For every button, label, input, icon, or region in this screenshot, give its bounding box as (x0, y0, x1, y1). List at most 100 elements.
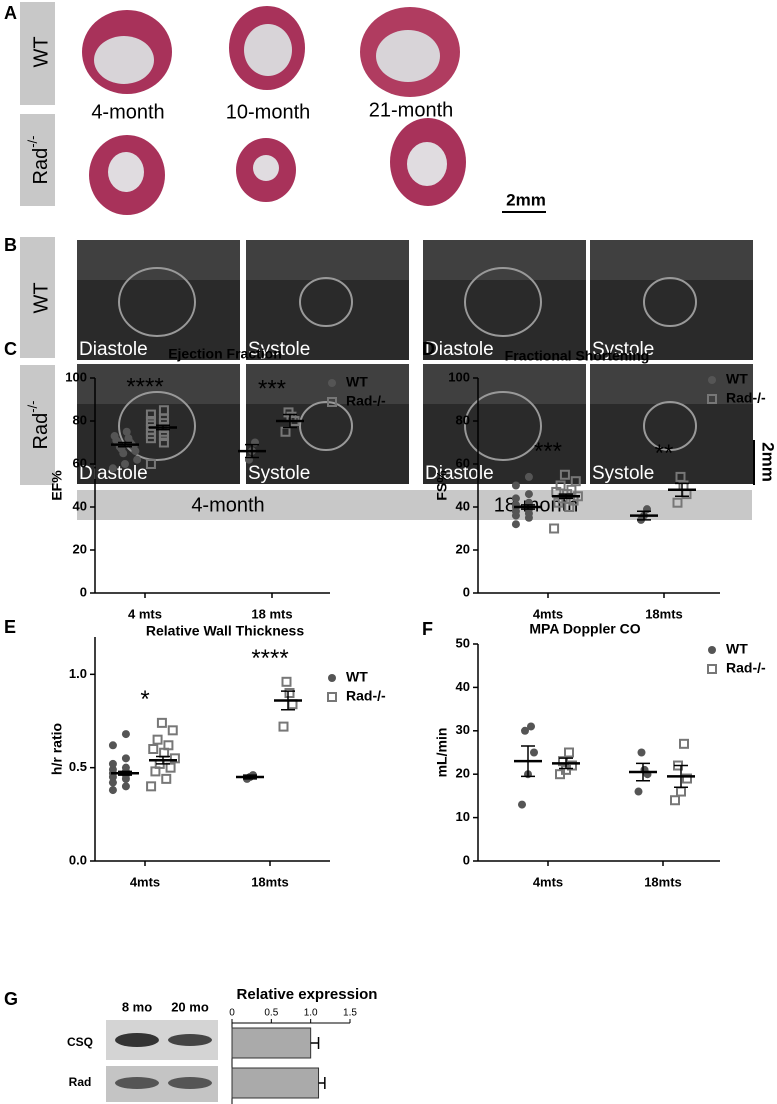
y-tick-label: 100 (448, 369, 470, 384)
y-axis-label: EF% (49, 470, 65, 501)
point (156, 717, 167, 728)
point (108, 765, 117, 774)
point (108, 778, 117, 787)
y-axis-label: FS% (434, 470, 450, 501)
x-tick-label: 1.0 (304, 1008, 318, 1019)
echo-texture (590, 240, 753, 280)
phase-label: Diastole (79, 339, 148, 360)
error-bar (318, 1077, 326, 1089)
significance: ** (655, 440, 674, 467)
error-bar (559, 493, 573, 500)
error-bar (636, 762, 650, 782)
x-tick-label: 18mts (644, 874, 682, 889)
lane-label: 8 mo (122, 999, 152, 1014)
echo-ventricle (643, 277, 697, 327)
y-tick-label: 20 (456, 766, 470, 781)
phase-label: Diastole (79, 463, 148, 484)
error-bar (156, 755, 170, 765)
point (527, 722, 535, 731)
point (158, 437, 169, 448)
point (570, 476, 581, 487)
error-bar (245, 443, 259, 459)
point (108, 786, 117, 795)
x-tick-label: 4mts (130, 874, 160, 889)
legend-label: WT (726, 641, 748, 657)
echo-ventricle (118, 391, 196, 461)
age-label: 10-month (226, 101, 311, 123)
error-bar (118, 441, 132, 448)
error-bar (521, 745, 535, 778)
echo-ventricle (299, 277, 353, 327)
significance: **** (126, 374, 163, 401)
y-tick-label: 100 (65, 369, 87, 384)
x-tick-label: 4 mts (128, 606, 162, 621)
row-label-base: Rad (30, 148, 52, 185)
phase-label: Systole (592, 339, 654, 360)
point (559, 469, 570, 480)
x-tick-label: 18 mts (251, 606, 292, 621)
legend-marker (707, 664, 717, 674)
echo-texture (77, 364, 240, 404)
scale-label: 2mm (759, 442, 777, 482)
row-label-base: Rad (30, 413, 52, 450)
y-tick-label: 0 (463, 852, 470, 867)
echo-texture (77, 240, 240, 280)
point (637, 748, 646, 757)
panel-label: E (4, 617, 16, 637)
y-tick-label: 80 (456, 412, 470, 427)
point (530, 748, 538, 757)
point (145, 409, 156, 420)
point (564, 747, 574, 758)
y-tick-label: 80 (73, 412, 87, 427)
phase-label: Diastole (425, 339, 494, 360)
point (549, 523, 560, 534)
significance: *** (534, 438, 562, 465)
lane-label: 20 mo (171, 999, 209, 1014)
echo-texture (423, 240, 586, 280)
legend-marker (708, 646, 716, 654)
y-tick-label: 40 (73, 498, 87, 513)
y-tick-label: 30 (456, 722, 470, 737)
point (146, 781, 157, 792)
histology-images (82, 6, 466, 215)
significance: * (140, 686, 149, 713)
y-tick-label: 0.5 (69, 759, 87, 774)
point (511, 481, 520, 490)
echo-ventricle (118, 267, 196, 337)
y-tick-label: 0.0 (69, 852, 87, 867)
legend-marker (327, 692, 337, 702)
error-bar (281, 690, 295, 711)
legend-label: Rad-/- (346, 688, 386, 704)
echo-ventricle (464, 267, 542, 337)
point (148, 744, 159, 754)
echo-images: Diastole Systole Diastole Systole Diastole Sy… (77, 240, 753, 484)
y-axis-label: mL/min (434, 728, 450, 778)
point (121, 460, 129, 468)
row-label: Rad-/- (25, 401, 52, 450)
point (675, 471, 686, 482)
y-axis-label: h/r ratio (49, 723, 65, 775)
echo-ventricle (299, 401, 353, 451)
point (133, 455, 142, 464)
panel-label: F (422, 619, 433, 639)
panel-label: D (422, 339, 435, 359)
legend-marker (708, 376, 716, 384)
age-label: 4-month (191, 494, 264, 516)
y-tick-label: 40 (456, 679, 470, 694)
point (121, 730, 130, 739)
point (682, 773, 692, 784)
point (676, 786, 686, 797)
chart-title: Ejection Fraction (168, 346, 282, 362)
error-bar (521, 504, 535, 510)
scale-label: 2mm (506, 190, 546, 209)
y-tick-label: 1.0 (69, 666, 87, 681)
legend-marker (328, 379, 336, 387)
point (158, 405, 169, 416)
x-tick-label: 1.5 (343, 1008, 357, 1019)
x-tick-label: 18mts (645, 606, 683, 621)
error-bar (283, 413, 297, 429)
y-tick-label: 10 (456, 809, 470, 824)
error-bar (310, 1037, 320, 1049)
row-label: Rad-/- (25, 136, 52, 185)
legend-marker (327, 397, 337, 407)
